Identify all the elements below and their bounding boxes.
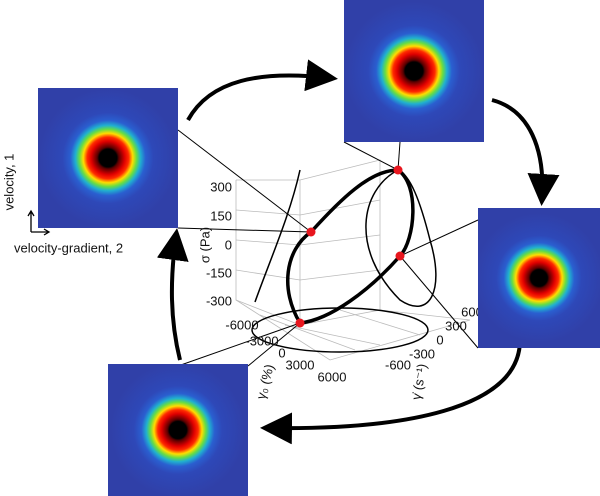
- figure: velocity, 1 velocity-gradient, 2 σ (Pa) …: [0, 0, 600, 496]
- tick-label: -3000: [245, 333, 278, 348]
- tick-label: 6000: [318, 369, 347, 384]
- tick-label: 0: [225, 237, 232, 252]
- rate-axis-label: γ̇ (s⁻¹): [408, 363, 429, 402]
- tick-label: -600: [385, 357, 411, 372]
- tick-label: 3000: [286, 357, 315, 372]
- tick-label: 300: [210, 179, 232, 194]
- strain-axis-label: γ₀ (%): [253, 363, 277, 401]
- scattering-image: [344, 0, 484, 142]
- tick-label: 0: [436, 332, 443, 347]
- scattering-image: [478, 208, 600, 348]
- tick-label: 300: [445, 318, 467, 333]
- velocity-label: velocity, 1: [1, 154, 16, 211]
- tick-label: -150: [206, 265, 232, 280]
- tick-label: -6000: [225, 317, 258, 332]
- tick-label: 0: [278, 345, 285, 360]
- velocity-gradient-label: velocity-gradient, 2: [14, 240, 123, 255]
- tick-label: 150: [210, 208, 232, 223]
- tick-label: -300: [206, 293, 232, 308]
- tick-label: -300: [409, 346, 435, 361]
- stress-axis-label: σ (Pa): [197, 227, 212, 263]
- curves: [252, 170, 436, 352]
- scattering-image: [38, 88, 178, 228]
- scattering-image: [108, 364, 248, 496]
